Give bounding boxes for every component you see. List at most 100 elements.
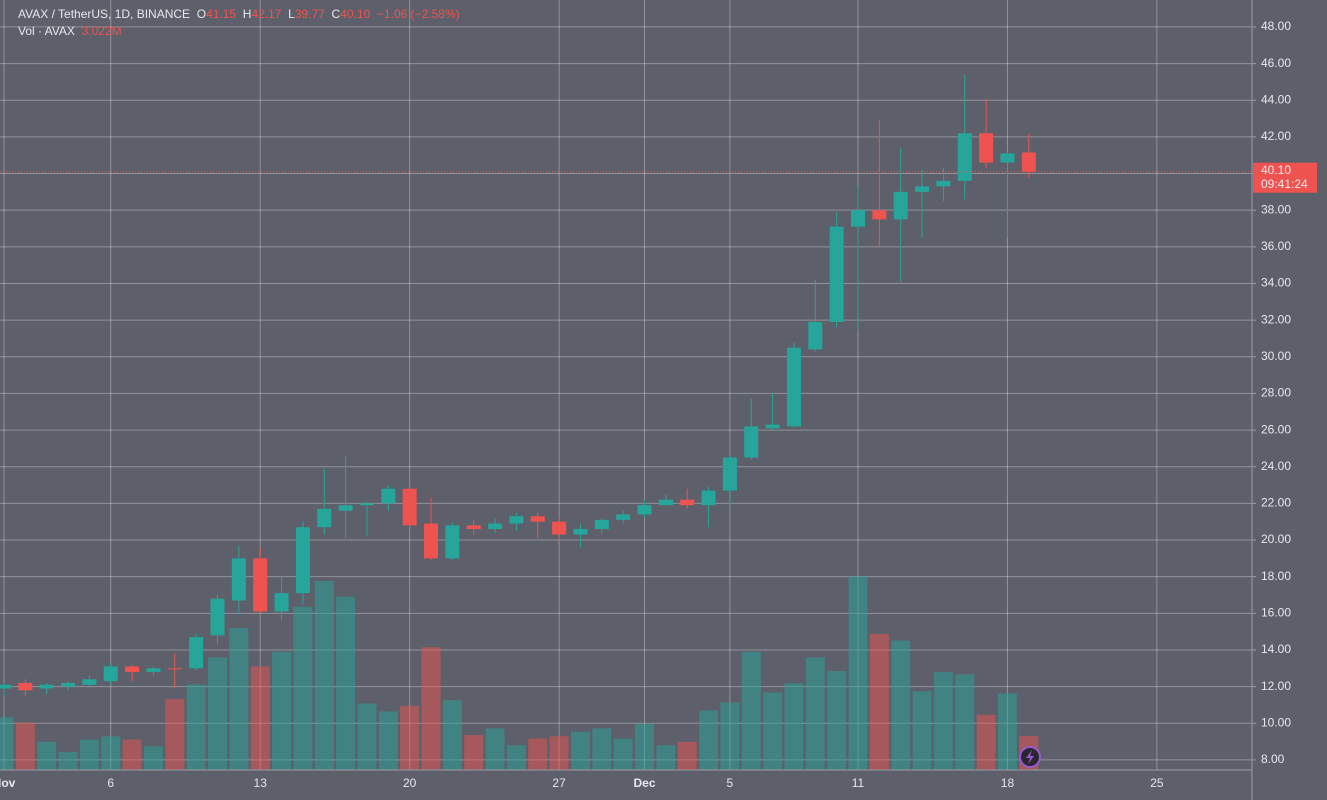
volume-bar (79, 739, 99, 770)
candle-body (1000, 153, 1015, 163)
grid (0, 0, 1252, 770)
candle-body (658, 499, 673, 506)
volume-bar (208, 657, 227, 770)
volume-bar (293, 606, 313, 770)
lightning-icon[interactable] (1019, 746, 1041, 768)
y-tick-label: 14.00 (1261, 642, 1291, 656)
y-tick-label: 32.00 (1261, 312, 1291, 326)
volume-bar (506, 745, 526, 770)
candle-body (253, 558, 268, 612)
candle-body (381, 488, 396, 504)
x-tick-label: 5 (727, 776, 734, 790)
low-value: 39.77 (294, 7, 325, 21)
candle-body (616, 514, 631, 520)
y-tick-label: 42.00 (1261, 129, 1291, 143)
volume-bar (229, 628, 249, 770)
countdown-label: 09:41:24 (1261, 177, 1308, 191)
candle-body (509, 516, 524, 524)
volume-bar (976, 714, 996, 770)
volume-value: 3.022M (81, 24, 122, 38)
volume-bar (699, 710, 719, 770)
close-value: 40.10 (340, 7, 371, 21)
volume-bar (0, 717, 14, 770)
volume-bar (933, 672, 953, 770)
y-tick-label: 30.00 (1261, 349, 1291, 363)
candle-body (530, 516, 545, 522)
candle-body (39, 684, 54, 689)
volume-bar (186, 684, 206, 770)
legend: AVAX / TetherUS, 1D, BINANCE O41.15 H42.… (18, 6, 460, 40)
y-tick-label: 12.00 (1261, 679, 1291, 693)
x-tick-label: Dec (633, 776, 655, 790)
candle-body (573, 529, 588, 535)
high-value: 42.17 (251, 7, 282, 21)
change-value: −1.06 (−2.58%) (376, 7, 460, 21)
axes: 8.00 10.00 12.00 14.00 16.00 18.00 20.00 22.00 2… (0, 19, 1317, 790)
candle-body (957, 133, 972, 181)
candle-body (18, 682, 33, 691)
volume-bar (165, 699, 185, 770)
candle-body (637, 505, 652, 515)
candle-body (915, 186, 930, 192)
volume-bar (37, 741, 57, 770)
candle-body (851, 210, 865, 227)
volume-bar (784, 683, 804, 770)
volume-bar (336, 596, 356, 770)
volume-bar (613, 738, 633, 770)
candle-body (765, 424, 780, 429)
candle-body (722, 457, 737, 491)
candle-body (61, 682, 76, 687)
c-label: C (331, 7, 341, 21)
last-price-box (1253, 162, 1317, 193)
y-tick-label: 16.00 (1261, 605, 1291, 619)
volume-bar (122, 739, 142, 770)
candle-body (979, 133, 994, 163)
candle-body (231, 558, 246, 601)
volume-bar (912, 691, 932, 770)
y-tick-label: 22.00 (1261, 496, 1291, 510)
symbol: AVAX / TetherUS, 1D, BINANCE (18, 7, 191, 21)
volume-bar (635, 723, 654, 770)
y-tick-label: 34.00 (1261, 276, 1291, 290)
volume-bar (763, 692, 783, 770)
volume-bar (848, 576, 868, 770)
volume-bar (891, 640, 911, 770)
x-tick-label: 11 (852, 776, 865, 790)
y-tick-label: 44.00 (1261, 92, 1291, 106)
volume-bar (827, 670, 847, 770)
y-tick-label: 28.00 (1261, 386, 1291, 400)
y-tick-label: 18.00 (1261, 569, 1291, 583)
y-tick-label: 24.00 (1261, 459, 1291, 473)
volume-bar (997, 693, 1017, 770)
candle-body (680, 499, 695, 506)
y-tick-label: 20.00 (1261, 532, 1291, 546)
volume-bar (442, 700, 462, 770)
volume-bar (272, 651, 292, 770)
x-tick-label: 18 (1001, 776, 1015, 790)
icon-bolt[interactable] (1026, 750, 1034, 764)
candle-body (786, 347, 801, 427)
volume-bar (720, 702, 740, 770)
candle-body (82, 679, 97, 685)
volume-bar (15, 722, 35, 770)
volume-bar (464, 735, 484, 770)
candle-body (872, 210, 887, 220)
volume-pane (0, 576, 1039, 770)
candle-body (1021, 152, 1036, 172)
candle-body (402, 488, 417, 526)
candle-body (189, 637, 204, 669)
volume-bar (677, 741, 697, 770)
symbol-line: AVAX / TetherUS, 1D, BINANCE O41.15 H42.… (18, 6, 460, 23)
volume-bar (570, 731, 590, 770)
candle-body (829, 226, 844, 322)
volume-bar (485, 728, 505, 770)
y-tick-label: 26.00 (1261, 422, 1291, 436)
candle-body (552, 521, 567, 535)
volume-bar (143, 746, 163, 770)
volume-bar (400, 705, 420, 770)
x-tick-label: 27 (552, 776, 566, 790)
volume-bar (250, 666, 270, 770)
y-tick-label: 8.00 (1261, 752, 1285, 766)
x-tick-label: 20 (403, 776, 417, 790)
